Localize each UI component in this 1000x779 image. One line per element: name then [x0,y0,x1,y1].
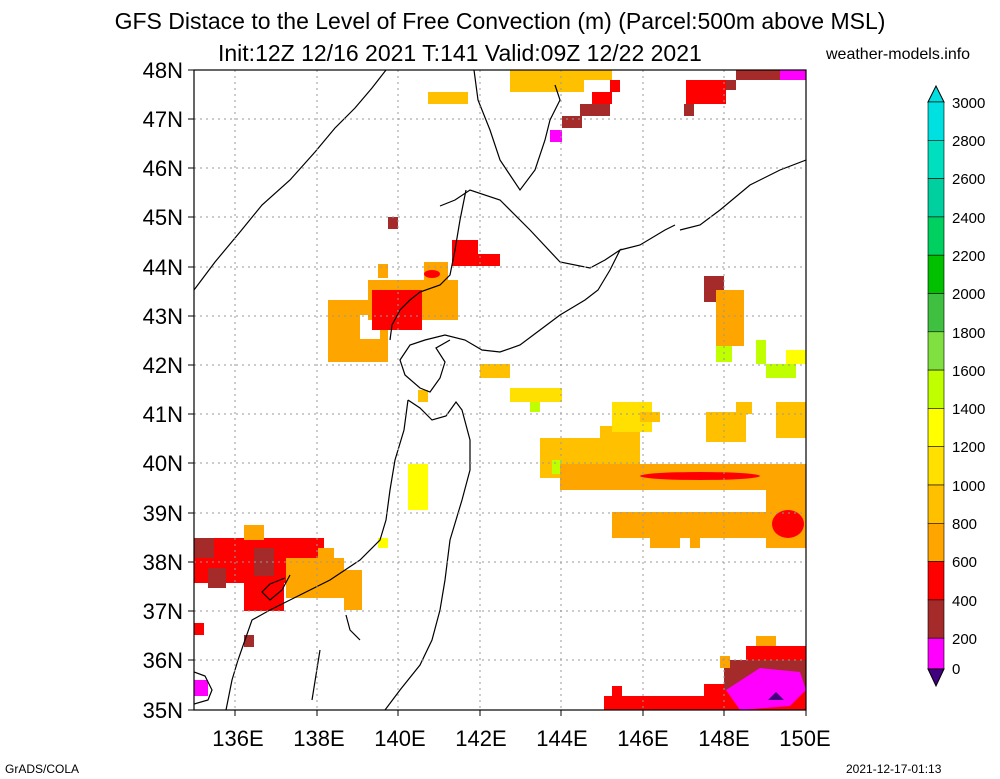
lat-label: 41N [143,402,183,427]
colorbar-label: 1000 [952,478,985,495]
lat-label: 37N [143,599,183,624]
colorbar-segment [927,293,945,333]
lat-label: 45N [143,205,183,230]
lon-label: 140E [374,726,425,751]
lat-label: 43N [143,304,183,329]
colorbar-label: 1400 [952,401,985,418]
lat-label: 35N [143,698,183,723]
colorbar-segment [927,216,945,256]
lon-label: 148E [698,726,749,751]
colorbar-segment [927,484,945,524]
map-frame [193,69,807,711]
field-shading [194,70,806,710]
colorbar-labels: 0 200 400 600 800 1000 1200 1400 1600 18… [952,95,985,678]
colorbar-label: 1600 [952,363,985,380]
colorbar-label: 2200 [952,248,985,265]
colorbar-label: 400 [952,593,977,610]
colorbar-label: 2400 [952,210,985,227]
coastlines [194,70,806,710]
colorbar-bottom-arrow [927,668,945,688]
colorbar-label: 2000 [952,286,985,303]
colorbar-label: 2600 [952,171,985,188]
colorbar-segment [927,637,945,670]
axis-ticks [188,69,807,716]
lat-label: 44N [143,255,183,280]
map-title: GFS Distace to the Level of Free Convect… [114,8,886,34]
graticule [194,70,806,710]
lat-label: 36N [143,648,183,673]
site-credit: weather-models.info [826,46,971,63]
colorbar [927,84,945,688]
footer-software: GrADS/COLA [5,762,80,776]
colorbar-label: 200 [952,631,977,648]
lat-label: 38N [143,550,183,575]
lat-label: 47N [143,107,183,132]
longitude-labels: 136E 138E 140E 142E 144E 146E 148E 150E [212,726,830,751]
colorbar-segment [927,331,945,371]
lat-label: 48N [143,58,183,83]
colorbar-top-arrow [927,84,945,103]
map-subtitle: Init:12Z 12/16 2021 T:141 Valid:09Z 12/2… [218,40,702,66]
colorbar-segment [927,178,945,218]
lon-label: 146E [617,726,668,751]
lat-label: 40N [143,451,183,476]
colorbar-segment [927,140,945,179]
lon-label: 136E [212,726,263,751]
colorbar-label: 600 [952,554,977,571]
lat-label: 46N [143,156,183,181]
colorbar-segment [927,254,945,294]
footer-timestamp: 2021-12-17-01:13 [846,762,942,776]
colorbar-segment [927,599,945,639]
colorbar-label: 800 [952,516,977,533]
colorbar-segment [927,561,945,601]
lon-label: 142E [455,726,506,751]
colorbar-segment [927,408,945,447]
colorbar-label: 1800 [952,325,985,342]
colorbar-label: 2800 [952,133,985,150]
colorbar-segment [927,101,945,141]
lon-label: 150E [779,726,830,751]
colorbar-segment [927,522,945,562]
latitude-labels: 35N 36N 37N 38N 39N 40N 41N 42N 43N 44N … [143,58,183,723]
colorbar-label: 3000 [952,95,985,112]
colorbar-label: 1200 [952,439,985,456]
lat-label: 42N [143,353,183,378]
lon-label: 144E [536,726,587,751]
colorbar-segment [927,369,945,409]
lon-label: 138E [293,726,344,751]
colorbar-label: 0 [952,661,960,678]
lat-label: 39N [143,501,183,526]
colorbar-segment [927,446,945,486]
